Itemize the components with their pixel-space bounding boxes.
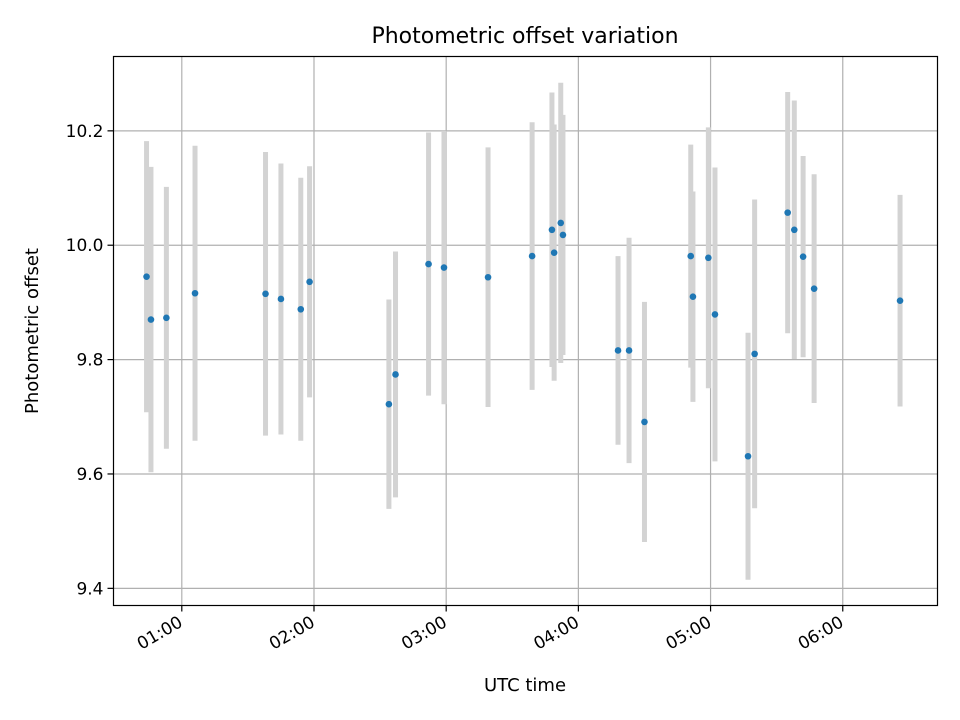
data-point	[689, 293, 697, 300]
data-point	[799, 253, 807, 260]
data-point	[277, 295, 285, 303]
y-tick-label: 9.4	[76, 579, 103, 599]
y-tick-label: 9.6	[76, 465, 103, 485]
data-point	[751, 350, 758, 358]
y-tick-label: 10.2	[66, 122, 104, 142]
data-point	[550, 249, 558, 256]
data-point	[559, 231, 567, 239]
data-point	[557, 219, 565, 227]
data-point	[297, 305, 305, 313]
data-point	[440, 264, 448, 271]
data-point	[614, 347, 622, 354]
y-axis: 9.4 9.6 9.8 10.0 10.2	[66, 122, 114, 599]
data-point	[306, 278, 313, 286]
y-tick-label: 9.8	[76, 351, 103, 371]
data-point	[625, 347, 633, 354]
data-point	[143, 273, 150, 280]
data-point	[641, 418, 648, 426]
plot-frame	[112, 55, 939, 607]
data-point	[687, 252, 695, 260]
data-point	[705, 254, 712, 262]
y-axis-label: Photometric offset	[22, 248, 43, 414]
data-point	[790, 226, 798, 234]
data-point	[163, 314, 170, 322]
data-point	[147, 316, 155, 323]
data-points	[143, 209, 904, 460]
x-axis-label: UTC time	[484, 675, 566, 696]
y-tick-label: 10.0	[66, 236, 104, 256]
data-point	[896, 297, 904, 304]
data-point	[744, 452, 752, 460]
data-point	[425, 260, 432, 268]
data-point	[385, 400, 393, 408]
data-point	[528, 252, 536, 260]
data-point	[711, 311, 719, 318]
data-point	[191, 289, 199, 297]
data-point	[262, 290, 269, 298]
data-point	[810, 285, 818, 292]
chart-title: Photometric offset variation	[371, 24, 678, 49]
data-point	[392, 371, 399, 378]
data-point	[548, 226, 556, 234]
data-point	[784, 209, 791, 216]
data-point	[484, 273, 492, 281]
